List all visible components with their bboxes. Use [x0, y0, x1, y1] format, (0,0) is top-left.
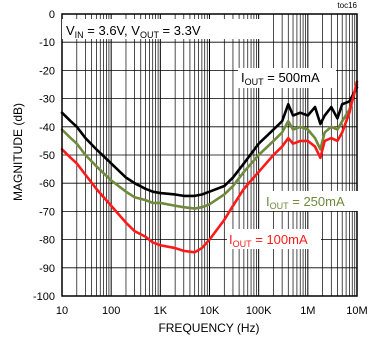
figure-id: toc16 — [337, 1, 357, 10]
x-tick-label: 1M — [300, 305, 315, 317]
label-100ma-background — [227, 229, 321, 249]
series-label-100ma: IOUT = 100mA — [229, 232, 308, 249]
x-tick-label: 10 — [56, 305, 68, 317]
x-tick-label: 100K — [246, 305, 272, 317]
vin-symbol: V — [66, 23, 75, 38]
y-tick-label: -80 — [39, 235, 55, 247]
label-500ma-background — [238, 68, 336, 88]
y-axis-title: MAGNITUDE (dB) — [11, 103, 25, 201]
vout-value: = 3.3V — [159, 23, 201, 38]
y-tick-label: -30 — [39, 94, 55, 106]
chart-grid — [62, 14, 357, 296]
label-250ma-background — [264, 191, 360, 211]
y-tick-label: -40 — [39, 122, 55, 134]
chart-series — [60, 80, 359, 254]
series-label-250ma: IOUT = 250mA — [266, 194, 345, 211]
vin-subscript: IN — [75, 30, 84, 40]
vin-value: = 3.6V, — [84, 23, 132, 38]
x-axis-title: FREQUENCY (Hz) — [158, 321, 259, 335]
y-tick-label: -10 — [39, 37, 55, 49]
x-tick-label: 100 — [102, 305, 120, 317]
y-tick-label: -60 — [39, 178, 55, 190]
x-tick-label: 10M — [346, 305, 367, 317]
vout-subscript: OUT — [140, 30, 160, 40]
y-tick-label: 0 — [49, 9, 55, 21]
vout-symbol: V — [131, 23, 140, 38]
series-line-250ma — [60, 83, 359, 210]
conditions-box-background — [62, 19, 264, 39]
y-tick-label: -70 — [39, 206, 55, 218]
x-tick-label: 10K — [200, 305, 220, 317]
series-label-500ma: IOUT = 500mA — [241, 70, 320, 87]
y-tick-label: -90 — [39, 263, 55, 275]
series-line-100ma — [60, 80, 359, 254]
y-tick-label: -20 — [39, 65, 55, 77]
series-line-500ma — [60, 86, 359, 198]
y-tick-label: -100 — [33, 291, 55, 303]
conditions-label: VIN = 3.6V, VOUT = 3.3V — [66, 23, 201, 40]
plot-frame — [61, 13, 358, 297]
y-tick-label: -50 — [39, 150, 55, 162]
x-tick-label: 1K — [154, 305, 168, 317]
